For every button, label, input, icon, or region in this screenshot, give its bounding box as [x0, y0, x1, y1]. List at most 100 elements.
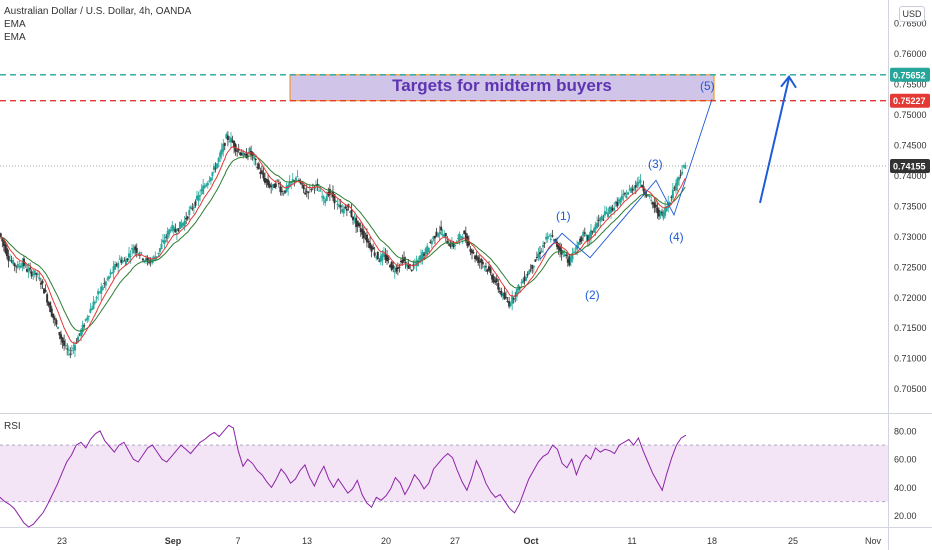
candle-body: [613, 207, 616, 211]
candle-body: [58, 332, 61, 336]
candle-body: [676, 177, 679, 186]
candle-body: [387, 258, 390, 260]
candle-body: [610, 206, 613, 213]
candle-body: [294, 177, 297, 181]
ema-fast-line: [0, 146, 686, 344]
price-axis-badge: [890, 158, 930, 173]
candle-body: [18, 265, 21, 267]
candle-body: [489, 268, 492, 274]
candle-body: [404, 261, 407, 263]
candle-body: [630, 187, 633, 193]
candle-body: [262, 172, 265, 179]
candle-body: [599, 217, 602, 222]
candle-body: [350, 210, 353, 217]
date-tick-label: 20: [381, 536, 391, 546]
candle-body: [623, 193, 626, 195]
candle-body: [682, 165, 685, 167]
candle-body: [639, 179, 642, 184]
currency-button[interactable]: USD: [899, 6, 925, 22]
elliott-wave-path: [539, 99, 713, 260]
price-axis-badge: [890, 93, 930, 108]
candle-body: [259, 171, 262, 174]
candle-body: [341, 208, 344, 213]
date-tick-label: 18: [707, 536, 717, 546]
candle-body: [177, 228, 180, 232]
candle-body: [667, 202, 670, 209]
candle-body: [16, 263, 19, 268]
price-tick-label: 0.74500: [894, 140, 927, 150]
candle-body: [483, 266, 486, 268]
candle-body: [642, 186, 645, 192]
candle-body: [5, 248, 8, 257]
candle-body: [231, 140, 234, 143]
candle-body: [248, 147, 251, 154]
candle-body: [95, 297, 98, 299]
ema-indicator-label[interactable]: EMA: [4, 32, 26, 43]
candle-body: [474, 255, 477, 260]
candle-body: [10, 260, 13, 262]
candle-body: [296, 176, 299, 178]
candle-body: [277, 183, 280, 185]
candle-body: [585, 234, 588, 236]
candle-body: [670, 196, 673, 198]
candle-body: [390, 261, 393, 270]
candle-body: [444, 232, 447, 237]
candle-body: [509, 303, 512, 306]
candle-body: [26, 268, 29, 272]
candle-body: [520, 282, 523, 284]
candle-body: [199, 195, 202, 197]
candle-body: [211, 172, 214, 177]
candle-body: [650, 199, 653, 201]
candle-body: [355, 217, 358, 228]
wave-label-3: (3): [648, 157, 663, 171]
candle-body: [534, 259, 537, 262]
ema-slow-line: [0, 155, 686, 332]
candle-body: [24, 264, 27, 266]
candle-body: [208, 180, 211, 182]
candle-body: [480, 258, 483, 263]
candle-body: [137, 253, 140, 255]
candle-body: [87, 315, 90, 317]
candle-body: [461, 236, 464, 239]
candle-body: [84, 319, 87, 321]
candle-body: [484, 266, 487, 268]
candle-body: [33, 270, 36, 276]
candle-body: [406, 263, 409, 267]
price-axis-badge-label: 0.75652: [893, 70, 926, 80]
candle-body: [622, 193, 625, 195]
candle-body: [324, 199, 327, 203]
candle-body: [338, 204, 341, 207]
candle-body: [178, 221, 181, 229]
price-tick-label: 0.76500: [894, 19, 927, 29]
candle-body: [318, 190, 321, 192]
candle-body: [412, 264, 415, 266]
candle-body: [481, 261, 484, 265]
ema-indicator-label[interactable]: EMA: [4, 19, 26, 30]
candle-body: [310, 189, 313, 191]
candle-body: [446, 241, 449, 244]
candle-body: [362, 231, 365, 238]
candle-body: [401, 259, 404, 264]
candle-body: [217, 158, 220, 163]
candle-body: [299, 182, 302, 184]
wave-label-2: (2): [585, 288, 600, 302]
candle-body: [183, 220, 186, 226]
candle-body: [555, 241, 558, 247]
candle-body: [492, 276, 495, 283]
candle-body: [674, 183, 677, 191]
candle-body: [586, 235, 589, 241]
candle-body: [424, 248, 427, 255]
candle-body: [342, 208, 345, 214]
candle-body: [583, 232, 586, 234]
candle-body: [50, 308, 53, 317]
candle-body: [521, 280, 524, 284]
candle-body: [679, 174, 682, 176]
candle-body: [352, 216, 355, 221]
candle-body: [279, 186, 282, 193]
candle-body: [169, 230, 172, 232]
candle-body: [576, 245, 579, 250]
candle-body: [145, 258, 148, 261]
candle-body: [441, 234, 444, 236]
candle-body: [429, 241, 432, 243]
